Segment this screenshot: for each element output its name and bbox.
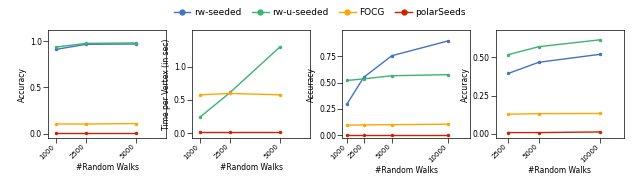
Y-axis label: Accuracy: Accuracy (461, 67, 470, 102)
X-axis label: #Random Walks: #Random Walks (220, 163, 283, 172)
Y-axis label: Time per Vertex (in sec): Time per Vertex (in sec) (162, 39, 171, 130)
Y-axis label: Accuracy: Accuracy (307, 67, 316, 102)
X-axis label: #Random Walks: #Random Walks (529, 166, 591, 175)
X-axis label: #Random Walks: #Random Walks (375, 166, 438, 175)
Legend: rw-seeded, rw-u-seeded, FOCG, polarSeeds: rw-seeded, rw-u-seeded, FOCG, polarSeeds (171, 4, 469, 21)
X-axis label: #Random Walks: #Random Walks (76, 163, 139, 172)
Y-axis label: Accuracy: Accuracy (18, 67, 27, 102)
